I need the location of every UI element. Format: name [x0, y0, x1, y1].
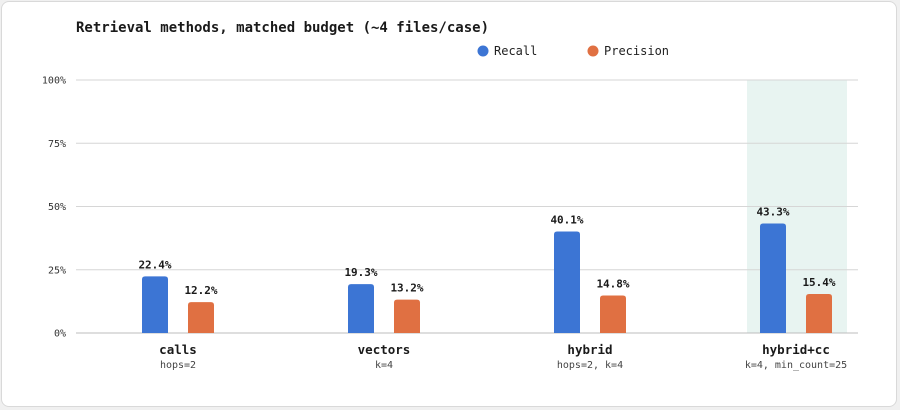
- bar-precision-hybrid+cc: [806, 294, 832, 333]
- bar-precision-calls: [188, 302, 214, 333]
- bars: 22.4% 12.2% 19.3% 13.2% 40.1% 14.8% 43.3% 15.4%: [138, 205, 836, 333]
- chart-title: Retrieval methods, matched budget (~4 fi…: [76, 20, 489, 36]
- y-tick-label: 25%: [48, 265, 66, 276]
- category-subtitle: k=4, min_count=25: [745, 360, 847, 371]
- y-tick-label: 100%: [42, 76, 66, 87]
- category-subtitle: k=4: [375, 360, 393, 371]
- data-label-recall-vectors: 19.3%: [344, 266, 377, 279]
- data-label-precision-hybrid+cc: 15.4%: [802, 276, 835, 289]
- category-label: calls: [159, 342, 197, 357]
- category-label: vectors: [358, 342, 411, 357]
- category-labels: calls hops=2 vectors k=4 hybrid hops=2, k=4 hy…: [159, 342, 847, 371]
- category-label: hybrid: [567, 342, 612, 357]
- data-label-precision-calls: 12.2%: [184, 284, 217, 297]
- category-label: hybrid+cc: [762, 342, 830, 357]
- legend-swatch-precision: [587, 45, 599, 57]
- bar-recall-calls: [142, 276, 168, 333]
- y-axis-ticks: 0% 25% 50% 75% 100%: [42, 76, 66, 340]
- y-tick-label: 50%: [48, 202, 66, 213]
- bar-recall-vectors: [348, 284, 374, 333]
- legend: Recall Precision: [477, 44, 669, 58]
- bar-precision-hybrid: [600, 295, 626, 333]
- y-tick-label: 75%: [48, 139, 66, 150]
- data-label-recall-calls: 22.4%: [138, 258, 171, 271]
- legend-label-precision: Precision: [604, 44, 669, 58]
- gridlines: [76, 79, 858, 334]
- y-tick-label: 0%: [54, 329, 66, 340]
- bar-recall-hybrid+cc: [760, 223, 786, 333]
- bar-precision-vectors: [394, 299, 420, 333]
- data-label-precision-hybrid: 14.8%: [596, 278, 629, 291]
- data-label-recall-hybrid: 40.1%: [550, 214, 583, 227]
- bar-recall-hybrid: [554, 231, 580, 333]
- legend-swatch-recall: [477, 45, 489, 57]
- category-subtitle: hops=2, k=4: [557, 360, 623, 371]
- data-label-precision-vectors: 13.2%: [390, 282, 423, 295]
- legend-label-recall: Recall: [494, 44, 537, 58]
- data-label-recall-hybrid+cc: 43.3%: [756, 205, 789, 218]
- category-subtitle: hops=2: [160, 360, 196, 371]
